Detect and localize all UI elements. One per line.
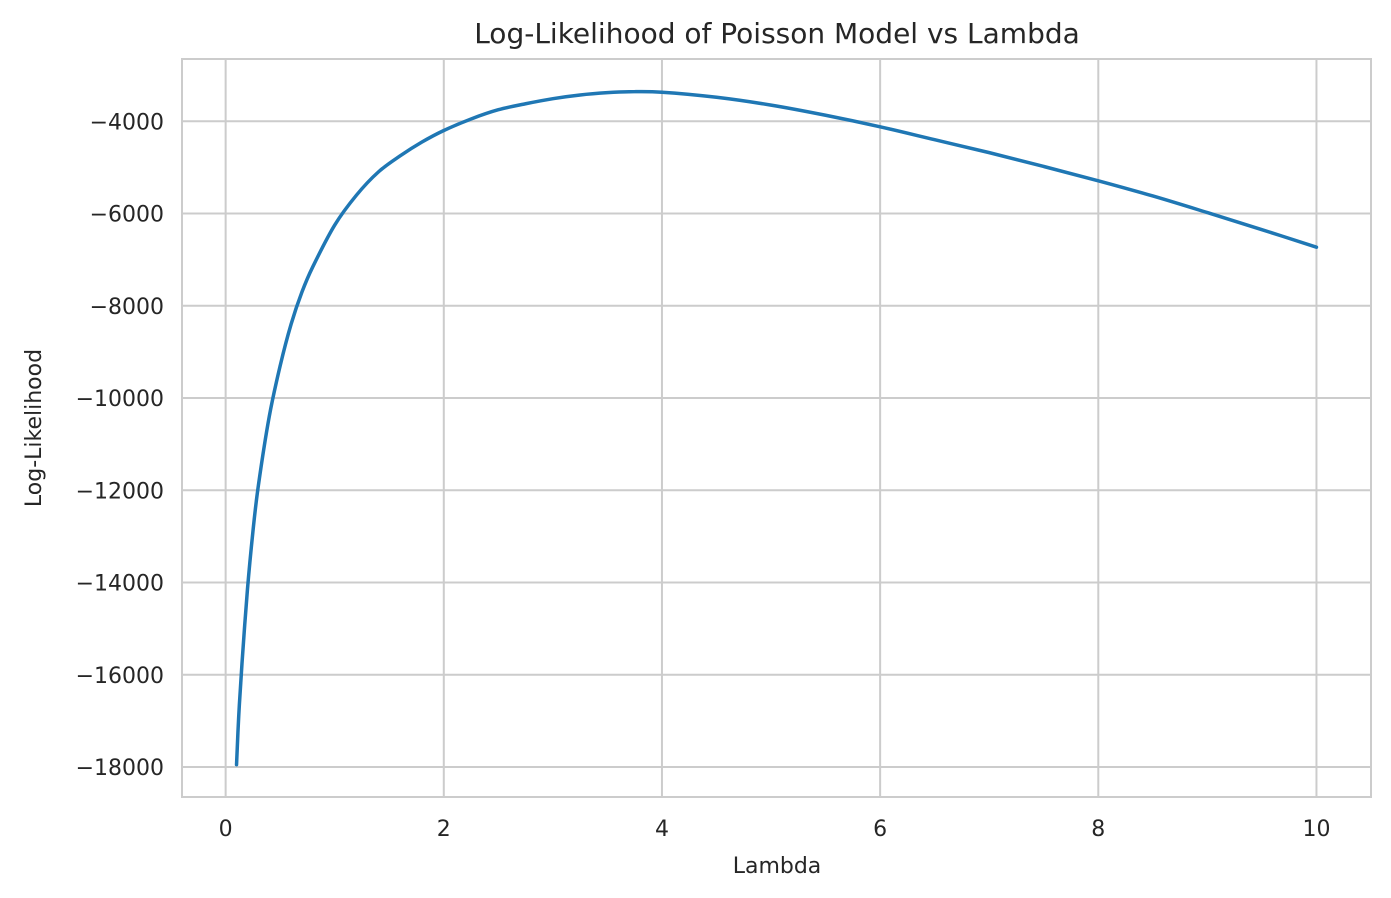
y-tick-label: −16000	[76, 664, 164, 689]
grid	[182, 59, 1371, 797]
plot-frame	[181, 58, 1372, 798]
x-axis-label: Lambda	[733, 854, 822, 879]
plot-area	[182, 59, 1371, 797]
y-tick-label: −18000	[76, 756, 164, 781]
x-tick-label: 4	[655, 817, 669, 842]
y-tick-label: −14000	[76, 572, 164, 597]
y-tick-label: −8000	[90, 295, 164, 320]
x-tick-label: 10	[1302, 817, 1330, 842]
y-tick-label: −6000	[90, 203, 164, 228]
chart-title: Log-Likelihood of Poisson Model vs Lambd…	[474, 17, 1080, 50]
y-tick-label: −4000	[90, 110, 164, 135]
series-line	[234, 89, 1319, 767]
y-tick-label: −12000	[76, 479, 164, 504]
x-tick-label: 0	[219, 817, 233, 842]
x-tick-labels: 0 2 4 6 8 10	[219, 817, 1331, 842]
x-tick-label: 2	[437, 817, 451, 842]
y-axis-label: Log-Likelihood	[22, 349, 47, 507]
x-tick-label: 6	[873, 817, 887, 842]
x-tick-label: 8	[1091, 817, 1105, 842]
y-tick-label: −10000	[76, 387, 164, 412]
y-tick-labels: −18000 −16000 −14000 −12000 −10000 −8000 −6000…	[76, 110, 164, 781]
